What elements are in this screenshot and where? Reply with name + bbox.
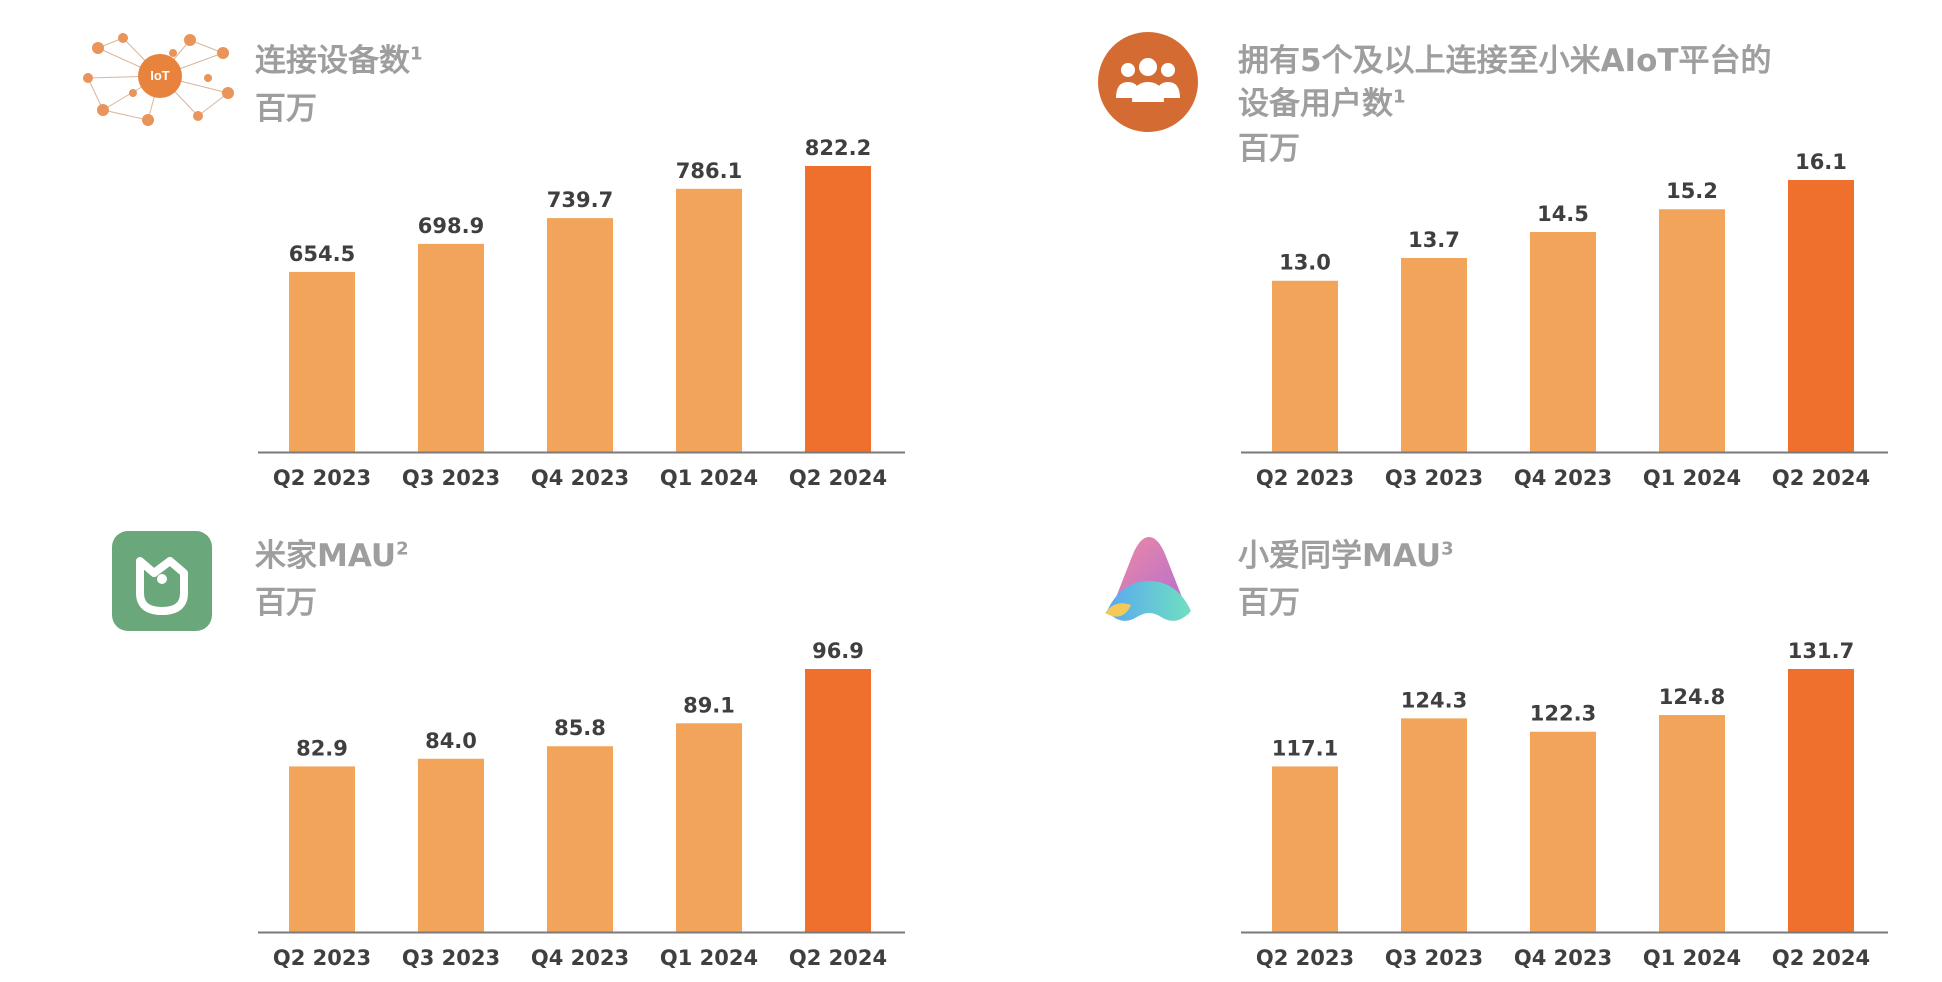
bar-q1-2024 — [676, 188, 742, 452]
x-tick-label: Q4 2023 — [1514, 946, 1612, 970]
x-tick-label: Q2 2023 — [273, 466, 371, 490]
data-label: 131.7 — [1788, 639, 1854, 663]
data-label: 786.1 — [676, 159, 742, 183]
bar-q2-2024 — [1788, 180, 1854, 452]
data-label: 96.9 — [812, 639, 864, 663]
svg-text:IoT: IoT — [150, 68, 170, 83]
bar-chart: 117.1 Q2 2023 124.3 Q3 2023 122.3 Q4 2023 124.… — [1241, 639, 1888, 970]
data-label: 124.8 — [1659, 685, 1725, 709]
x-tick-label: Q1 2024 — [1643, 466, 1741, 490]
bar-q3-2023 — [418, 243, 484, 452]
chart-panel-multi-device-users: 拥有5个及以上连接至小米AIoT平台的 设备用户数1 百万 13.0 Q2 202… — [971, 0, 1942, 491]
panel-unit: 百万 — [255, 585, 317, 621]
x-tick-label: Q2 2023 — [1256, 466, 1354, 490]
bar-q4-2023 — [547, 746, 613, 932]
bar-q3-2023 — [1401, 257, 1467, 452]
bar-q4-2023 — [1530, 231, 1596, 452]
mijia-app-icon — [112, 531, 212, 631]
bar-chart: 654.5 Q2 2023 698.9 Q3 2023 739.7 Q4 2023 786.… — [258, 136, 905, 490]
bar-q2-2023 — [289, 271, 355, 452]
bar-q1-2024 — [1659, 209, 1725, 452]
bar-q3-2023 — [1401, 718, 1467, 932]
xiaoai-assistant-icon — [1105, 537, 1191, 621]
x-tick-label: Q3 2023 — [402, 466, 500, 490]
chart-panel-xiaoai-mau: 小爱同学MAU3 百万 117.1 Q2 2023 124.3 Q3 2023 122.… — [971, 491, 1942, 982]
x-tick-label: Q2 2023 — [273, 946, 371, 970]
x-tick-label: Q2 2024 — [789, 946, 887, 970]
bar-q2-2023 — [1272, 280, 1338, 452]
panel-title: 拥有5个及以上连接至小米AIoT平台的 设备用户数1 — [1238, 43, 1772, 122]
x-tick-label: Q4 2023 — [531, 946, 629, 970]
x-tick-label: Q2 2024 — [1772, 946, 1870, 970]
x-tick-label: Q4 2023 — [1514, 466, 1612, 490]
data-label: 13.7 — [1408, 228, 1460, 252]
bar-q4-2023 — [547, 218, 613, 452]
bar-q2-2024 — [805, 166, 871, 452]
iot-ecosystem-icon: IoT — [83, 33, 234, 126]
data-label: 822.2 — [805, 136, 871, 160]
x-tick-label: Q4 2023 — [531, 466, 629, 490]
data-label: 117.1 — [1272, 736, 1338, 760]
data-label: 698.9 — [418, 214, 484, 238]
data-label: 124.3 — [1401, 688, 1467, 712]
bar-q2-2024 — [805, 669, 871, 932]
x-tick-label: Q1 2024 — [1643, 946, 1741, 970]
bar-q4-2023 — [1530, 731, 1596, 932]
chart-panel-mijia-mau: 米家MAU2 百万 82.9 Q2 2023 84.0 Q3 2023 85.8 Q4 2… — [0, 491, 971, 982]
x-tick-label: Q2 2024 — [1772, 466, 1870, 490]
panel-title: 米家MAU2 — [255, 538, 409, 574]
x-tick-label: Q3 2023 — [1385, 466, 1483, 490]
data-label: 85.8 — [554, 716, 606, 740]
x-tick-label: Q2 2024 — [789, 466, 887, 490]
x-tick-label: Q3 2023 — [402, 946, 500, 970]
panel-title: 连接设备数1 — [255, 43, 423, 79]
bar-chart: 82.9 Q2 2023 84.0 Q3 2023 85.8 Q4 2023 89.1 Q1 … — [258, 639, 905, 970]
data-label: 89.1 — [683, 693, 735, 717]
data-label: 82.9 — [296, 736, 348, 760]
data-label: 13.0 — [1279, 251, 1331, 275]
x-tick-label: Q3 2023 — [1385, 946, 1483, 970]
x-tick-label: Q1 2024 — [660, 466, 758, 490]
bar-q2-2023 — [1272, 766, 1338, 932]
data-label: 16.1 — [1795, 150, 1847, 174]
data-label: 84.0 — [425, 729, 477, 753]
chart-panel-connected-devices: IoT 连接设备数1 百万 654.5 Q2 2023 698.9 Q3 2023 73… — [0, 0, 971, 491]
panel-title: 小爱同学MAU3 — [1238, 538, 1454, 574]
users-group-icon — [1098, 32, 1198, 132]
bar-q2-2024 — [1788, 669, 1854, 932]
panel-unit: 百万 — [1238, 585, 1300, 621]
bar-q2-2023 — [289, 766, 355, 932]
x-tick-label: Q1 2024 — [660, 946, 758, 970]
data-label: 14.5 — [1537, 202, 1589, 226]
bar-q1-2024 — [1659, 715, 1725, 932]
bar-q1-2024 — [676, 723, 742, 932]
data-label: 15.2 — [1666, 179, 1718, 203]
x-tick-label: Q2 2023 — [1256, 946, 1354, 970]
data-label: 122.3 — [1530, 702, 1596, 726]
bar-q3-2023 — [418, 758, 484, 932]
panel-unit: 百万 — [1238, 131, 1300, 167]
data-label: 739.7 — [547, 188, 613, 212]
data-label: 654.5 — [289, 242, 355, 266]
panel-unit: 百万 — [255, 91, 317, 127]
bar-chart: 13.0 Q2 2023 13.7 Q3 2023 14.5 Q4 2023 15.2 Q1 … — [1241, 150, 1888, 490]
